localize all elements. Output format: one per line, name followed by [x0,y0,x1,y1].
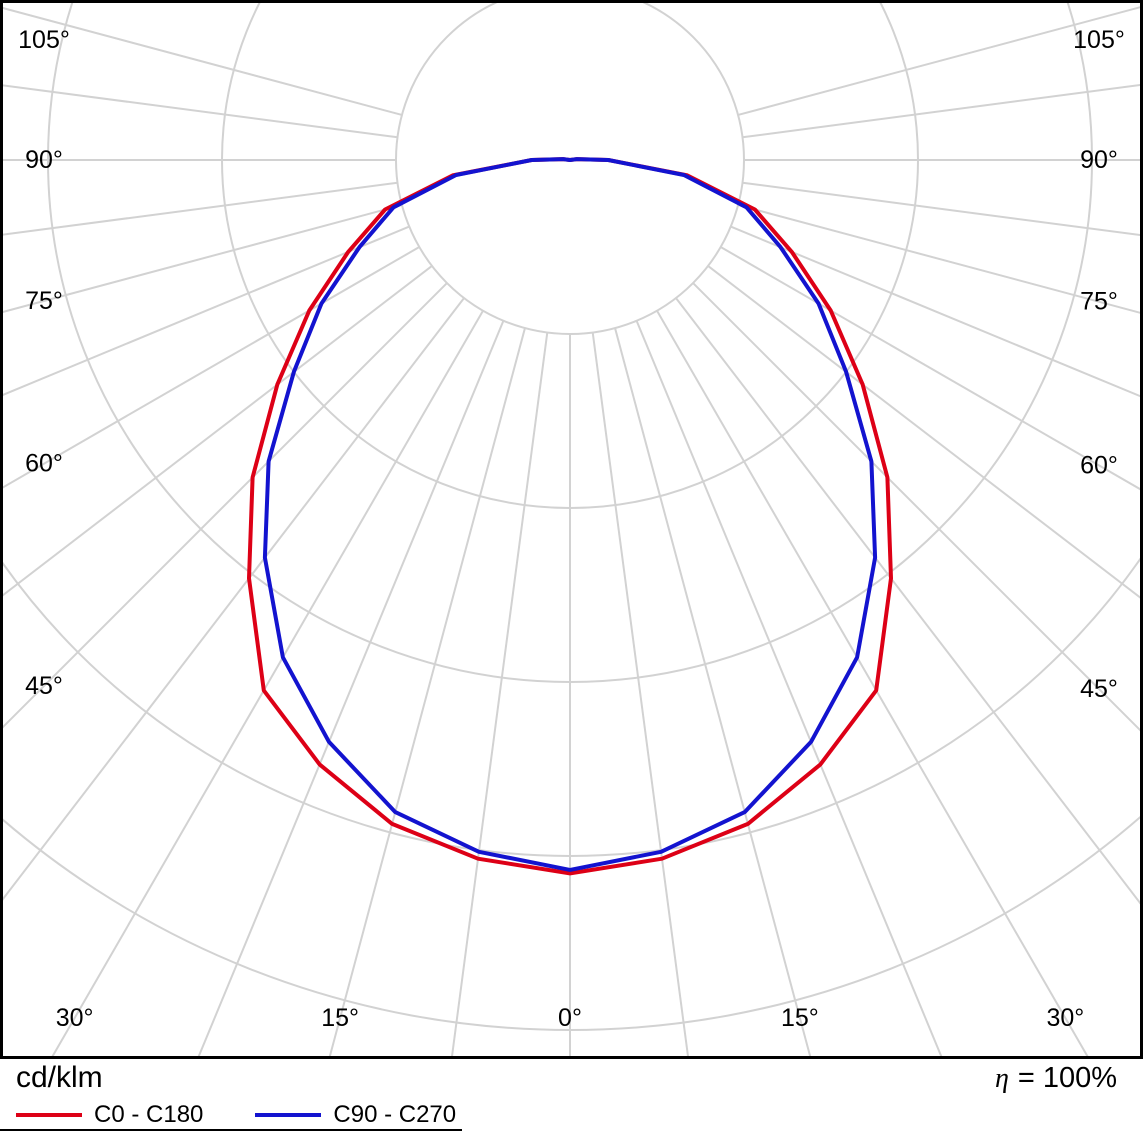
grid-ray [742,181,1140,237]
grid-ray [51,310,484,1056]
grid-ray [692,282,1140,732]
chart-footer: cd/klm η = 100% C0 - C180 C90 - C270 [0,1059,1143,1143]
grid-ray [675,297,1140,905]
grid-circle [3,557,1140,857]
grid-circle [3,815,1140,1031]
grid-ray [197,320,505,1056]
intensity-curve-c0-c180 [247,157,893,876]
grid-ray [730,225,1140,398]
grid-ray [635,320,943,1056]
angle-label: 15° [781,1004,819,1032]
legend-label-c90-c270: C90 - C270 [333,1101,457,1128]
grid-ray [3,265,433,597]
grid-ray [720,246,1140,491]
legend-underline [0,1129,462,1131]
polar-plot-area: 0° 15° 15° 30° 30° 45° 45° 60° 60° 75° 75° 90° 90° 10… [0,0,1143,1059]
grid-ray [3,297,465,901]
plot-border [0,0,1143,1059]
angle-label: 45° [25,672,63,700]
legend-label-c0-c180: C0 - C180 [94,1101,204,1128]
legend-item-c90-c270: C90 - C270 [255,1101,456,1129]
grid-circle [395,3,745,335]
angle-label: 60° [25,450,63,478]
angle-label: 45° [1080,675,1118,703]
grid-ray [614,327,812,1056]
grid-ray [707,265,1140,599]
grid-ray [451,332,549,1056]
angle-label: 105° [18,26,70,54]
angle-label: 0° [558,1004,582,1032]
angle-label: 30° [1046,1004,1084,1032]
legend-line-red [16,1113,82,1117]
angle-label: 60° [1080,451,1118,479]
grid-ray [3,181,398,236]
legend: C0 - C180 C90 - C270 [16,1101,456,1129]
legend-item-c0-c180: C0 - C180 [16,1101,203,1129]
grid-ray [3,204,403,313]
angle-label: 105° [1073,26,1125,54]
angle-label: 30° [56,1004,94,1032]
grid-ray [656,310,1089,1056]
grid-ray [328,327,526,1056]
grid-ray [3,282,448,729]
angle-label: 90° [1080,146,1118,174]
units-label: cd/klm [16,1061,103,1094]
grid-ray [3,225,410,396]
eta-value: = 100% [1017,1062,1117,1094]
footer-row: cd/klm η = 100% [0,1061,1143,1095]
angle-label: 75° [1080,288,1118,316]
grid-ray [3,84,398,139]
grid-ray [737,6,1140,116]
eta-symbol: η [994,1063,1009,1094]
angle-label: 90° [25,146,63,174]
legend-line-blue [255,1113,322,1117]
grid-ray [3,246,420,489]
intensity-curve-c90-c270 [262,157,878,872]
grid-ray [3,7,403,116]
grid-ray [742,83,1140,139]
grid-ray [737,204,1140,314]
angle-label: 15° [321,1004,359,1032]
angle-label: 75° [25,287,63,315]
polar-chart-svg: 0° 15° 15° 30° 30° 45° 45° 60° 60° 75° 75° 90° 90° 10… [0,0,1143,1059]
efficiency-label: η = 100% [995,1062,1117,1095]
grid-ray [591,332,689,1056]
